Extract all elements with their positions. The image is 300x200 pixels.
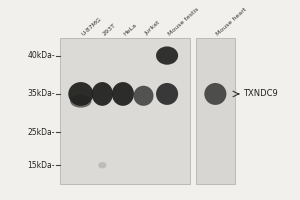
- Text: Mouse heart: Mouse heart: [215, 6, 248, 36]
- FancyBboxPatch shape: [60, 38, 190, 184]
- Ellipse shape: [92, 82, 113, 106]
- FancyBboxPatch shape: [196, 38, 236, 184]
- Text: TXNDC9: TXNDC9: [243, 89, 278, 98]
- Text: Mouse testis: Mouse testis: [167, 6, 200, 36]
- Ellipse shape: [112, 82, 134, 106]
- Ellipse shape: [134, 86, 154, 106]
- Text: 40kDa-: 40kDa-: [27, 51, 55, 60]
- Text: 35kDa-: 35kDa-: [27, 89, 55, 98]
- Text: HeLa: HeLa: [123, 22, 138, 36]
- Text: U-87MG: U-87MG: [81, 16, 103, 36]
- Ellipse shape: [68, 82, 93, 106]
- Text: 293T: 293T: [102, 22, 117, 36]
- Ellipse shape: [156, 46, 178, 65]
- Text: 15kDa-: 15kDa-: [27, 161, 55, 170]
- Ellipse shape: [156, 83, 178, 105]
- Ellipse shape: [204, 83, 226, 105]
- Ellipse shape: [70, 95, 92, 108]
- Ellipse shape: [98, 162, 106, 168]
- Text: Jurkat: Jurkat: [143, 20, 161, 36]
- Text: 25kDa-: 25kDa-: [27, 128, 55, 137]
